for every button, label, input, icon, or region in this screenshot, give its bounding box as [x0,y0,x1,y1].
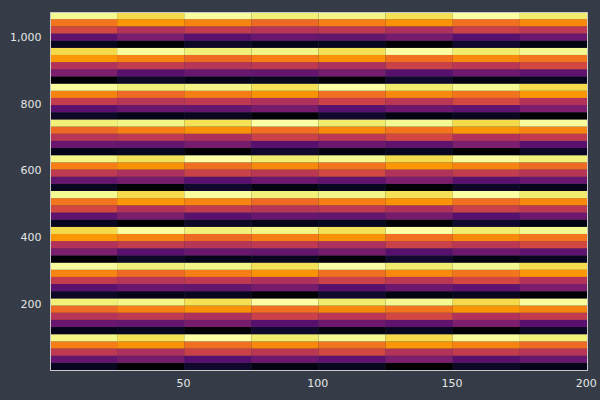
svg-text:400: 400 [21,231,42,244]
svg-text:1,000: 1,000 [10,31,42,44]
svg-text:800: 800 [21,98,42,111]
svg-text:200: 200 [21,298,42,311]
svg-text:100: 100 [307,377,328,390]
svg-text:150: 150 [441,377,462,390]
svg-text:600: 600 [21,164,42,177]
svg-text:200: 200 [576,377,597,390]
svg-text:50: 50 [176,377,190,390]
